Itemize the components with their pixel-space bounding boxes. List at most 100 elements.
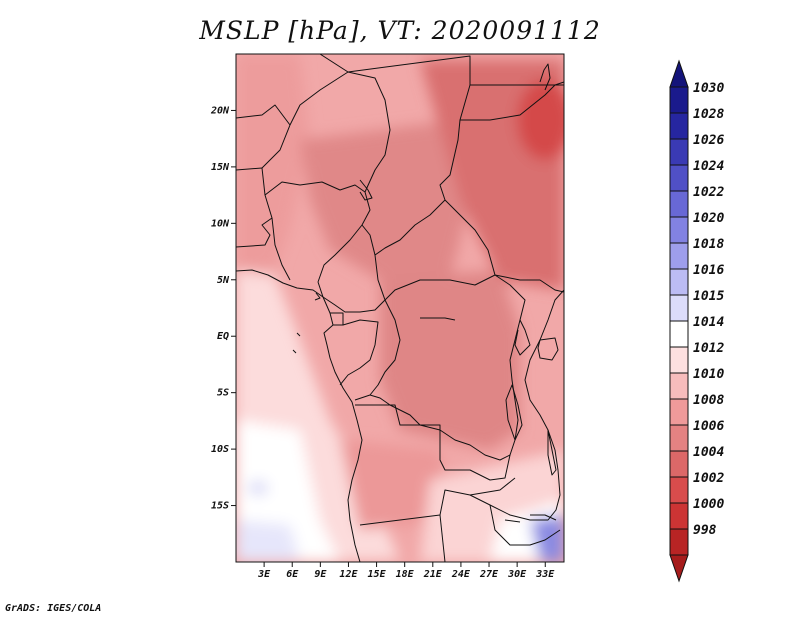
border-namibia-botswana [439,514,446,562]
colorbar-label: 1015 [693,289,724,304]
lon-axis: 3E 6E 9E 12E 15E 18E 21E 24E 27E 30E 33E [257,562,555,580]
border-algeria [300,54,349,73]
colorbar-swatch [669,216,689,244]
colorbar-swatch [669,112,689,140]
colorbar-label: 1030 [693,81,724,96]
lon-tick-label: 3E [257,569,271,580]
island-sao-tome [292,349,297,354]
pressure-field [236,54,564,562]
colorbar-label: 1004 [693,445,724,460]
field-atlantic-1015 [236,520,300,562]
border-red-sea [460,81,564,121]
lat-tick-label: 10N [211,218,230,229]
border-guinea [236,167,273,248]
country-borders [236,54,564,562]
lon-tick-label: 6E [286,569,299,580]
field-congo-1008 [380,270,520,450]
colorbar-swatch [669,398,689,426]
colorbar-label: 1014 [693,315,724,330]
colorbar-swatch [669,424,689,452]
lake-kariba [530,514,557,521]
lat-tick-label: 15S [211,501,229,512]
border-angola [355,404,511,481]
colorbar-label: 1016 [693,263,724,278]
colorbar-label: 1020 [693,211,724,226]
field-sahara-west [236,54,310,275]
colorbar-swatch [669,164,689,192]
colorbar-swatch [669,86,689,114]
grads-credit: GrADS: IGES/COLA [5,603,102,614]
lon-tick-label: 21E [423,569,443,580]
colorbar-swatch [669,138,689,166]
island-bioko [314,292,321,301]
map-title: MSLP [hPa], VT: 2020091112 [199,16,601,45]
colorbar-label: 1026 [693,133,724,148]
colorbar-label: 1028 [693,107,724,122]
west-coastline [236,269,363,562]
lake-tanganyika [505,384,523,441]
field-sahel-1008 [300,120,470,280]
border-cameroon [317,281,386,313]
colorbar-label: 1024 [693,159,724,174]
island-principe [296,332,301,337]
colorbar-max-arrow [669,59,689,88]
colorbar-label: 998 [693,523,717,538]
lat-tick-label: 20N [210,105,230,116]
border-namibia [359,477,516,526]
field-low-1004 [517,80,564,160]
colorbar-swatch [669,190,689,218]
lon-tick-label: 15E [368,569,387,580]
border-benin [271,217,291,281]
lon-tick-label: 33E [535,569,555,580]
border-caprivi [504,519,521,523]
border-niger [261,71,391,193]
colorbar-swatch [669,268,689,296]
lat-tick-label: 5N [217,275,230,286]
border-zimbabwe [489,504,561,546]
colorbar-swatch [669,528,689,556]
lake-kivu [514,319,531,356]
lat-axis: 20N 15N 10N 5N EQ 5S 10S 15S [210,105,236,512]
lon-tick-label: 24E [451,569,471,580]
river-congo [420,317,456,321]
border-congo [354,299,401,401]
colorbar-label: 1006 [693,419,724,434]
coast-sinai [539,63,551,91]
colorbar-label: 1002 [693,471,724,486]
colorbar-label: 1000 [693,497,724,512]
colorbar-label: 1022 [693,185,724,200]
colorbar-label: 1012 [693,341,724,356]
colorbar-label: 1010 [693,367,724,382]
lake-victoria [537,337,559,361]
colorbar: 1030 1028 1026 1024 1022 1020 1018 1016 1015 1014… [669,59,724,583]
lat-tick-label: EQ [217,331,229,342]
border-gabon [339,319,379,386]
colorbar-min-arrow [669,554,689,583]
colorbar-swatch [669,346,689,374]
colorbar-swatch [669,372,689,400]
lake-malawi [547,429,557,476]
field-angola-1008 [340,440,450,530]
field-high-cell [248,481,268,495]
border-mali [236,104,291,126]
colorbar-swatch [669,242,689,270]
border-eq-guinea [330,312,344,326]
border-car [374,254,496,301]
colorbar-swatch [669,450,689,478]
border-zambia [469,289,564,521]
colorbar-swatch [669,320,689,348]
lon-tick-label: 30E [507,569,527,580]
lon-tick-label: 12E [339,569,358,580]
lat-tick-label: 15N [211,162,230,173]
colorbar-label: 1018 [693,237,724,252]
lat-tick-label: 10S [211,444,229,455]
lon-tick-label: 27E [479,569,499,580]
map-frame [235,53,565,563]
lon-tick-label: 9E [314,569,327,580]
lat-tick-label: 5S [217,388,229,399]
lake-chad [359,179,373,201]
colorbar-swatch [669,502,689,530]
colorbar-swatch [669,476,689,504]
lon-tick-label: 18E [396,569,415,580]
